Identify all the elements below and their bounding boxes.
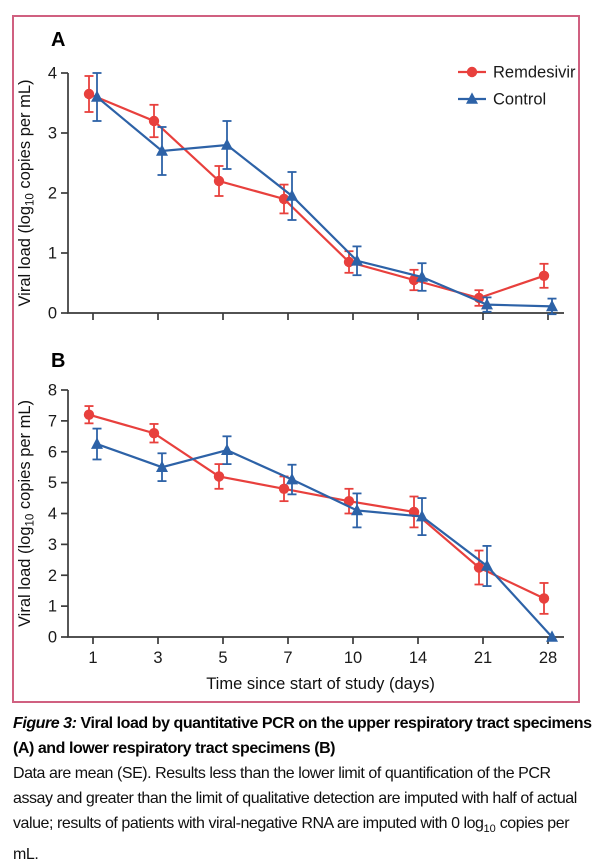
series-line: [88, 92, 545, 300]
y-tick-label: 6: [48, 443, 57, 461]
y-tick-label: 0: [48, 305, 57, 323]
caption-body-text: Data are mean (SE). Results less than th…: [13, 765, 577, 832]
data-point-triangle: [156, 460, 168, 472]
caption-subscript: 10: [483, 823, 496, 836]
y-tick-label: 1: [48, 598, 57, 616]
axes: [67, 73, 564, 314]
figure-canvas: 0 1 2 3 4 A Viral load (log10 copies per mL) Re…: [16, 29, 576, 693]
series-line: [96, 442, 553, 638]
data-point-circle: [278, 483, 290, 494]
y-tick-label: 1: [48, 245, 57, 263]
data-point-triangle: [91, 437, 103, 449]
caption-title: Figure 3: Viral load by quantitative PCR…: [13, 711, 593, 761]
x-tick-label: 21: [474, 649, 492, 667]
panel-B: 0 1 2 3 4 5 6 7 8 1 3 5 7 10 14 21 28 B Viral load (log10 …: [16, 350, 564, 693]
y-tick-label: 2: [48, 185, 57, 203]
x-tick-label: 5: [218, 649, 227, 667]
data-point-circle: [83, 409, 95, 420]
data-point-circle: [278, 193, 290, 205]
y-tick-label: 0: [48, 629, 57, 647]
data-point-circle: [148, 428, 160, 439]
legend-label: Remdesivir: [493, 64, 576, 82]
data-point-triangle: [286, 189, 298, 201]
y-tick-label: 3: [48, 125, 57, 143]
data-point-triangle: [156, 144, 168, 156]
data-point-circle: [408, 274, 420, 286]
y-tick-label: 5: [48, 474, 57, 492]
data-point-circle: [538, 270, 550, 281]
panel-A: 0 1 2 3 4 A Viral load (log10 copies per mL) Re…: [16, 29, 576, 323]
data-point-triangle: [221, 443, 233, 456]
y-tick-label: 8: [48, 382, 57, 400]
data-point-circle: [343, 495, 355, 507]
y-axis-title: Viral load (log10 copies per mL): [16, 79, 37, 306]
x-axis-title: Time since start of study (days): [206, 675, 435, 693]
data-point-triangle: [221, 138, 233, 150]
x-tick-label: 3: [153, 649, 162, 667]
legend-label: Control: [493, 91, 546, 109]
legend: Remdesivir Control: [458, 64, 576, 109]
legend-marker-triangle: [466, 92, 478, 104]
data-point-circle: [213, 175, 225, 187]
data-point-triangle: [416, 509, 428, 522]
data-point-triangle: [416, 270, 428, 282]
series-control: [91, 427, 558, 642]
panel-letter: A: [51, 29, 65, 51]
y-tick-label: 7: [48, 412, 57, 430]
legend-marker-circle: [466, 66, 478, 78]
axes: [67, 390, 564, 638]
data-point-triangle: [481, 298, 493, 310]
data-point-triangle: [286, 472, 298, 485]
x-tick-label: 7: [283, 649, 292, 667]
data-point-circle: [343, 256, 355, 268]
data-point-circle: [83, 88, 95, 100]
figure-caption: Figure 3: Viral load by quantitative PCR…: [13, 711, 593, 866]
y-tick-label: 3: [48, 536, 57, 554]
y-tick-label: 4: [48, 65, 57, 83]
x-tick-label: 10: [344, 649, 362, 667]
data-point-triangle: [351, 254, 363, 266]
data-point-triangle: [546, 630, 558, 642]
y-tick-label: 4: [48, 505, 57, 523]
x-tick-label: 14: [409, 649, 427, 667]
panel-letter: B: [51, 350, 65, 372]
data-point-triangle: [546, 299, 558, 312]
caption-body: Data are mean (SE). Results less than th…: [13, 761, 593, 866]
data-point-triangle: [91, 90, 103, 102]
figure-frame: 0 1 2 3 4 A Viral load (log10 copies per mL) Re…: [12, 15, 580, 703]
y-tick-label: 2: [48, 567, 57, 585]
series-remdesivir: [83, 405, 550, 615]
y-axis-title: Viral load (log10 copies per mL): [16, 400, 37, 627]
caption-title-text: Viral load by quantitative PCR on the up…: [13, 715, 592, 757]
data-point-triangle: [351, 503, 363, 516]
x-tick-label: 28: [539, 649, 557, 667]
series-control: [91, 72, 558, 316]
data-point-circle: [538, 593, 550, 604]
data-point-circle: [213, 471, 225, 482]
series-line: [88, 413, 545, 600]
series-line: [96, 96, 553, 308]
caption-figure-label: Figure 3:: [13, 715, 77, 732]
series-remdesivir: [83, 75, 550, 307]
data-point-triangle: [481, 559, 493, 571]
data-point-circle: [148, 115, 160, 127]
x-tick-label: 1: [88, 649, 97, 667]
caption-body-end: copies per mL.: [13, 815, 570, 864]
